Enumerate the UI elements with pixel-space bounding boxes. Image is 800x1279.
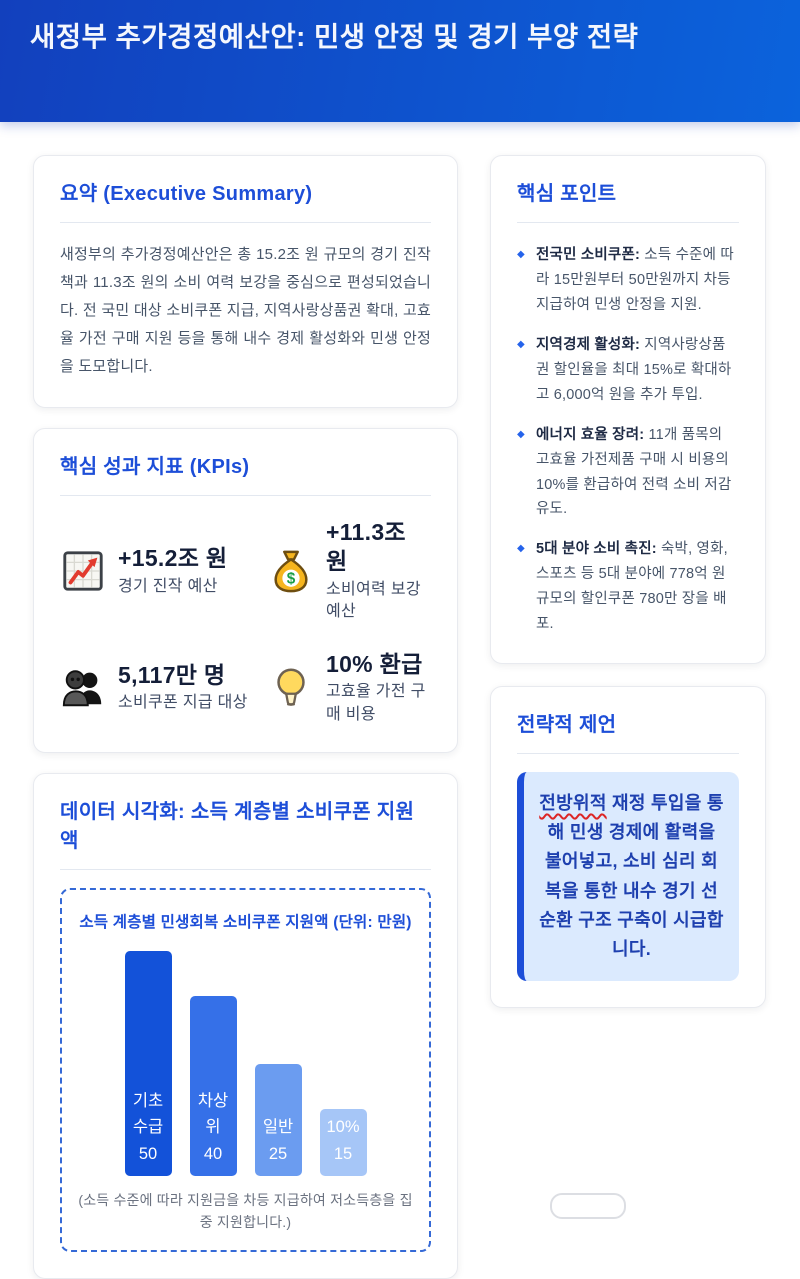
key-point-item: ◆ 에너지 효율 장려: 11개 품목의 고효율 가전제품 구매 시 비용의 1…	[517, 423, 739, 523]
bar-category-label: 일반	[262, 1118, 294, 1137]
spellcheck-highlight: 전방위적	[539, 793, 607, 814]
kpi-value: +11.3조 원	[326, 519, 406, 574]
main-content: 요약 (Executive Summary) 새정부의 추가경정예산안은 총 1…	[0, 122, 800, 1279]
chart-title: 소득 계층별 민생회복 소비쿠폰 지원액 (단위: 만원)	[79, 914, 412, 932]
bar: 일반 25	[254, 1063, 302, 1177]
visualization-card: 데이터 시각화: 소득 계층별 소비쿠폰 지원액 소득 계층별 민생회복 소비쿠…	[33, 773, 458, 1279]
key-point-text: 5대 분야 소비 촉진: 숙박, 영화, 스포츠 등 5대 분야에 778억 원…	[536, 541, 728, 633]
strategy-card-title: 전략적 제언	[517, 711, 739, 755]
visualization-card-title: 데이터 시각화: 소득 계층별 소비쿠폰 지원액	[60, 798, 431, 871]
kpi-item-stimulus-budget: +15.2조 원 경기 진작 예산	[60, 518, 260, 623]
key-point-text: 에너지 효율 장려: 11개 품목의 고효율 가전제품 구매 시 비용의 10%…	[536, 426, 732, 518]
kpi-text: +11.3조 원 소비여력 보강 예산	[326, 518, 431, 623]
kpi-text: 5,117만 명 소비쿠폰 지급 대상	[118, 661, 248, 715]
left-column: 요약 (Executive Summary) 새정부의 추가경정예산안은 총 1…	[33, 155, 458, 1279]
bar-value-label: 15	[333, 1144, 353, 1163]
bar-group: 기초 수급 50 차상위 40 일반 25 상위 10% 15	[76, 948, 415, 1177]
kpi-text: +15.2조 원 경기 진작 예산	[118, 544, 227, 598]
diamond-bullet-icon: ◆	[517, 428, 525, 440]
diamond-bullet-icon: ◆	[517, 249, 525, 260]
bar: 기초 수급 50	[124, 951, 172, 1177]
kpi-value: 5,117만 명	[118, 661, 226, 688]
key-points-card-title: 핵심 포인트	[517, 180, 739, 223]
bar-chart: 소득 계층별 민생회복 소비쿠폰 지원액 (단위: 만원) 기초 수급 50 차상위…	[60, 888, 431, 1252]
svg-text:$: $	[287, 570, 296, 587]
key-point-item: ◆ 전국민 소비쿠폰: 소득 수준에 따라 15만원부터 50만원까지 차등 지…	[517, 243, 739, 318]
kpi-grid: +15.2조 원 경기 진작 예산 $ +11.3조 원 소비여력 보강 예산	[60, 514, 431, 726]
kpi-label: 소비여력 보강 예산	[326, 580, 421, 621]
kpi-item-appliance-rebate: 10% 환급 고효율 가전 구매 비용	[268, 650, 431, 727]
diamond-bullet-icon: ◆	[517, 543, 525, 555]
summary-card-title: 요약 (Executive Summary)	[60, 180, 431, 223]
summary-body-text: 새정부의 추가경정예산안은 총 15.2조 원 규모의 경기 진작책과 11.3…	[60, 246, 431, 376]
chart-caption: (소득 수준에 따라 지원금을 차등 지급하여 저소득층을 집중 지원합니다.)	[78, 1192, 413, 1231]
kpi-item-coupon-recipients: 5,117만 명 소비쿠폰 지급 대상	[60, 650, 260, 727]
strategy-card: 전략적 제언 전방위적 재정 투입을 통해 민생 경제에 활력을 불어넣고, 소…	[490, 686, 766, 1009]
strategy-callout: 전방위적 재정 투입을 통해 민생 경제에 활력을 불어넣고, 소비 심리 회복…	[517, 772, 739, 982]
page-title: 새정부 추가경정예산안: 민생 안정 및 경기 부양 전략	[30, 21, 639, 52]
bar: 차상위 40	[189, 996, 237, 1177]
partial-card-bottom	[550, 1193, 626, 1219]
bar-value-label: 25	[268, 1144, 288, 1163]
diamond-bullet-icon: ◆	[517, 338, 525, 350]
key-point-text: 전국민 소비쿠폰: 소득 수준에 따라 15만원부터 50만원까지 차등 지급하…	[536, 247, 734, 313]
kpi-card-title: 핵심 성과 지표 (KPIs)	[60, 453, 431, 497]
people-icon	[62, 670, 102, 706]
bar: 상위 10% 15	[319, 1092, 367, 1177]
kpi-text: 10% 환급 고효율 가전 구매 비용	[326, 650, 431, 727]
light-bulb-icon	[277, 668, 305, 706]
kpi-label: 소비쿠폰 지급 대상	[118, 694, 248, 712]
key-points-card: 핵심 포인트 ◆ 전국민 소비쿠폰: 소득 수준에 따라 15만원부터 50만원…	[490, 155, 766, 665]
key-point-item: ◆ 5대 분야 소비 촉진: 숙박, 영화, 스포츠 등 5대 분야에 778억…	[517, 537, 739, 637]
summary-card: 요약 (Executive Summary) 새정부의 추가경정예산안은 총 1…	[33, 155, 458, 409]
key-points-list: ◆ 전국민 소비쿠폰: 소득 수준에 따라 15만원부터 50만원까지 차등 지…	[517, 241, 739, 637]
right-column: 핵심 포인트 ◆ 전국민 소비쿠폰: 소득 수준에 따라 15만원부터 50만원…	[490, 155, 766, 1279]
key-point-item: ◆ 지역경제 활성화: 지역사랑상품권 할인율을 최대 15%로 확대하고 6,…	[517, 333, 739, 408]
kpi-value: 10% 환급	[326, 650, 423, 677]
kpi-card: 핵심 성과 지표 (KPIs) +15.2조 원 경기 진작 예산	[33, 428, 458, 754]
bar-category-label: 기초 수급	[132, 1091, 164, 1137]
kpi-label: 고효율 가전 구매 비용	[326, 683, 426, 723]
bar-category-label: 상위 10%	[326, 1091, 360, 1137]
kpi-value: +15.2조 원	[118, 544, 228, 571]
kpi-label: 경기 진작 예산	[118, 577, 218, 595]
key-point-text: 지역경제 활성화: 지역사랑상품권 할인율을 최대 15%로 확대하고 6,00…	[536, 336, 732, 403]
bar-value-label: 50	[138, 1144, 158, 1163]
bar-value-label: 40	[203, 1144, 223, 1163]
kpi-item-consumption-budget: $ +11.3조 원 소비여력 보강 예산	[268, 518, 431, 623]
money-bag-icon: $	[274, 550, 308, 593]
strategy-text: 전방위적 재정 투입을 통해 민생 경제에 활력을 불어넣고, 소비 심리 회복…	[539, 793, 724, 959]
page-header: 새정부 추가경정예산안: 민생 안정 및 경기 부양 전략	[0, 0, 800, 122]
chart-increasing-icon	[63, 551, 103, 591]
bar-category-label: 차상위	[197, 1091, 229, 1137]
